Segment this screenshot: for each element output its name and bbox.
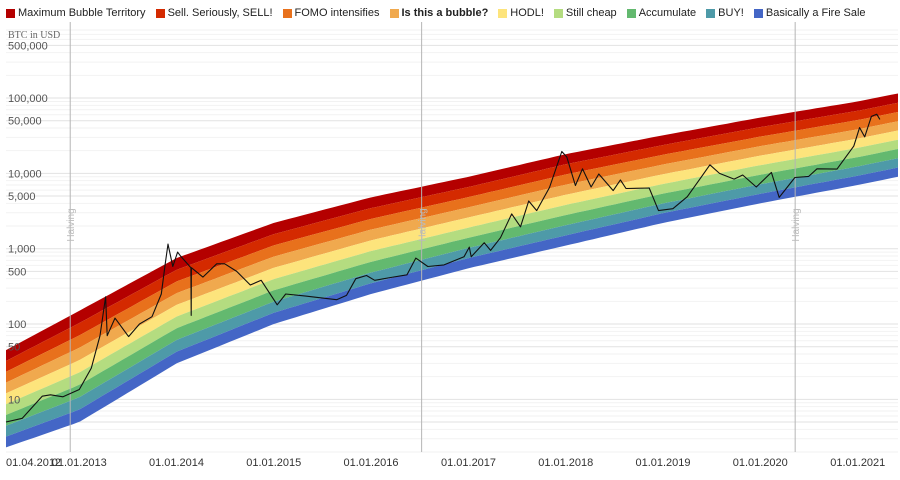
y-tick-label: 1,000 [8, 244, 36, 256]
y-tick-label: 100 [8, 319, 26, 331]
legend-swatch [282, 8, 292, 18]
y-tick-label: 500,000 [8, 40, 48, 52]
x-tick-label: 01.01.2018 [538, 457, 593, 469]
legend-item[interactable]: Still cheap [553, 7, 617, 19]
legend-label: Maximum Bubble Territory [18, 7, 146, 19]
y-tick-label: 100,000 [8, 93, 48, 105]
rainbow-bands [6, 93, 898, 448]
legend-label: Is this a bubble? [401, 7, 489, 19]
legend-item[interactable]: Accumulate [626, 7, 697, 19]
halving-markers: Halving Halving Halving [66, 22, 802, 452]
y-tick-label: 10,000 [8, 168, 42, 180]
x-tick-label: 01.01.2014 [149, 457, 204, 469]
legend-label: Sell. Seriously, SELL! [167, 7, 273, 19]
legend-swatch [553, 8, 563, 18]
legend-label: HODL! [510, 7, 544, 19]
legend-item[interactable]: BUY! [706, 7, 744, 19]
chart-legend: Maximum Bubble Territory Sell. Seriously,… [6, 4, 876, 22]
legend-item[interactable]: Sell. Seriously, SELL! [155, 7, 273, 19]
price-series [5, 113, 881, 423]
legend-item[interactable]: Maximum Bubble Territory [6, 7, 146, 19]
y-tick-label: 500 [8, 266, 26, 278]
legend-label: Basically a Fire Sale [765, 7, 866, 19]
legend-item[interactable]: Basically a Fire Sale [753, 7, 866, 19]
legend-item[interactable]: Is this a bubble? [389, 7, 489, 19]
x-tick-label: 01.01.2021 [830, 457, 885, 469]
price-line [5, 113, 881, 423]
x-tick-label: 01.01.2013 [52, 457, 107, 469]
x-tick-label: 01.01.2020 [733, 457, 788, 469]
x-tick-label: 01.01.2015 [246, 457, 301, 469]
halving-label: Halving [791, 208, 802, 241]
x-tick-label: 01.04.2012 [6, 457, 61, 469]
halving-label: Halving [66, 208, 77, 241]
y-tick-label: 50 [8, 342, 20, 354]
legend-item[interactable]: HODL! [498, 7, 544, 19]
legend-swatch [6, 8, 15, 18]
legend-label: Accumulate [638, 7, 697, 19]
y-axis-ticks: 500,000 100,000 50,000 10,000 5,000 1,000 500 1… [8, 40, 48, 406]
y-axis-label: BTC in USD [8, 30, 60, 41]
legend-item[interactable]: FOMO intensifies [282, 7, 380, 19]
y-tick-label: 50,000 [8, 116, 42, 128]
legend-label: Still cheap [565, 7, 617, 19]
legend-swatch [753, 8, 763, 18]
legend-swatch [626, 8, 636, 18]
x-tick-label: 01.01.2017 [441, 457, 496, 469]
halving-label: Halving [418, 208, 429, 241]
legend-label: BUY! [718, 7, 744, 19]
legend-label: FOMO intensifies [294, 7, 380, 19]
legend-swatch [389, 8, 399, 18]
y-tick-label: 5,000 [8, 191, 36, 203]
x-tick-label: 01.01.2019 [635, 457, 690, 469]
legend-swatch [155, 8, 165, 18]
y-tick-label: 10 [8, 394, 20, 406]
legend-swatch [498, 8, 508, 18]
x-tick-label: 01.01.2016 [343, 457, 398, 469]
legend-swatch [706, 8, 716, 18]
